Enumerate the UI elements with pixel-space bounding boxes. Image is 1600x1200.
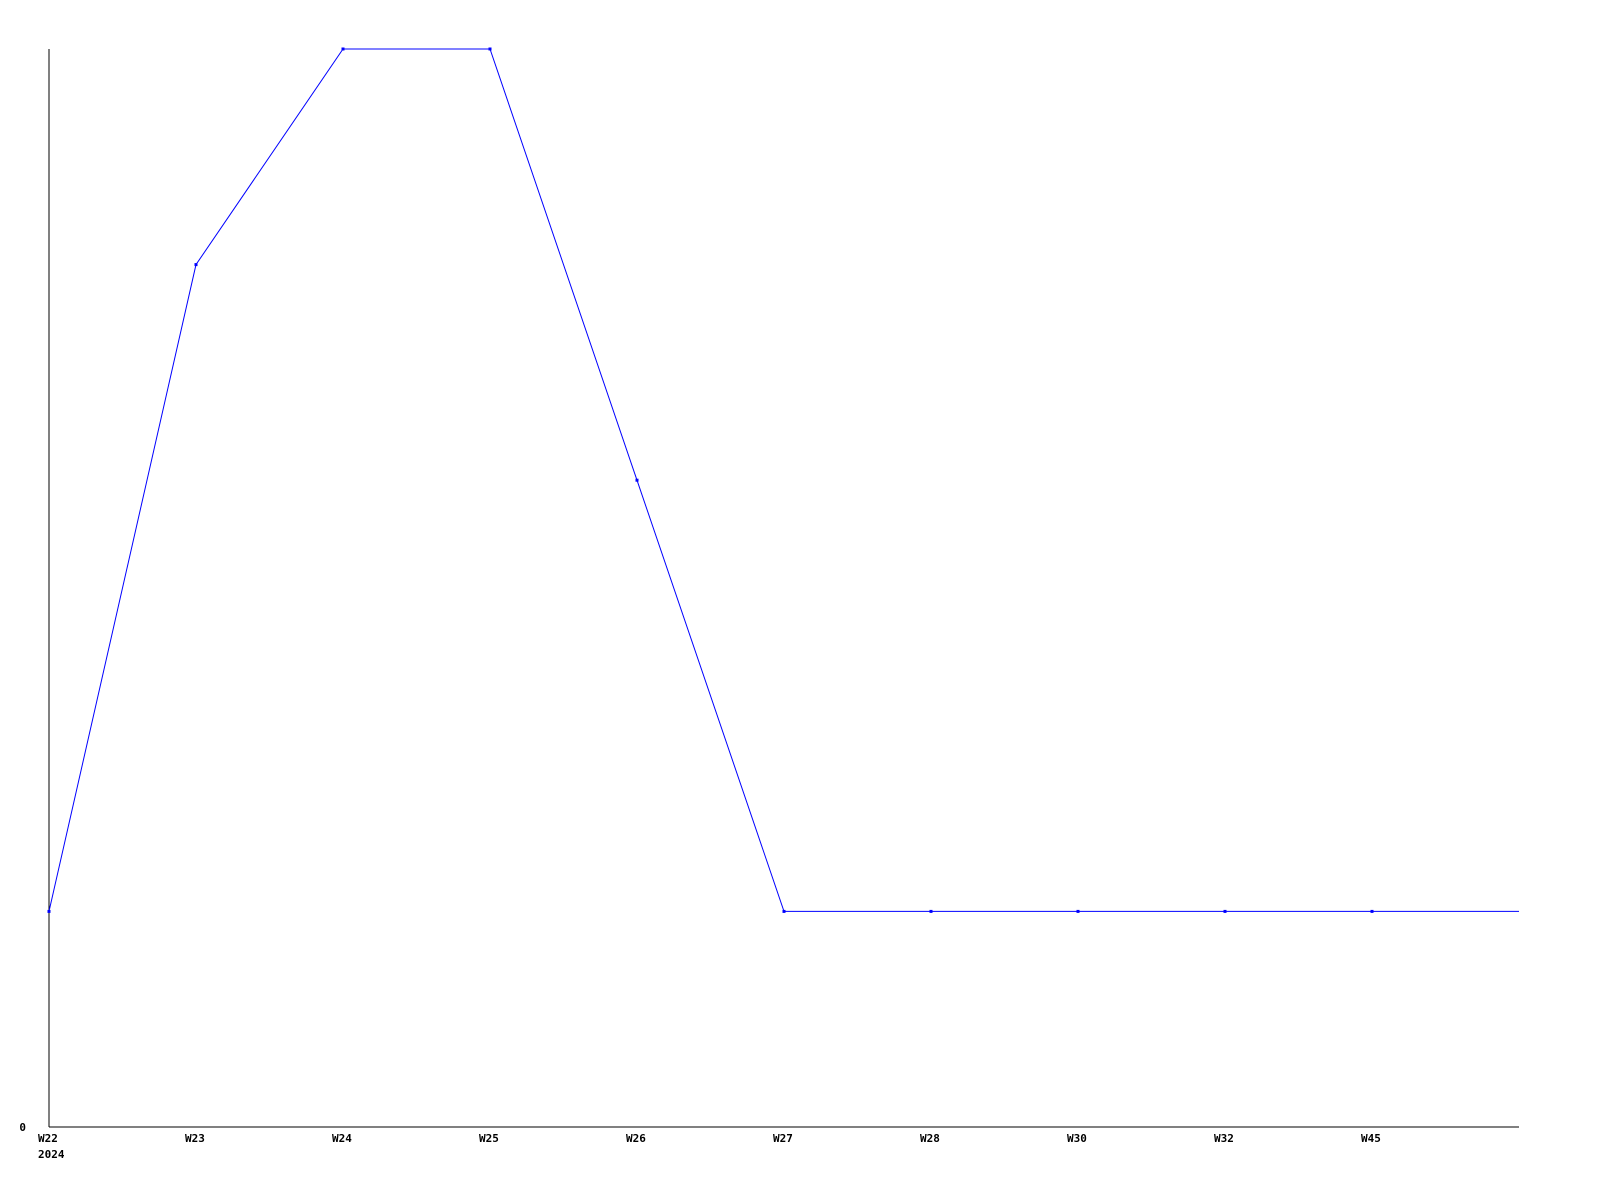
data-point [47,909,51,913]
series-line [48,48,1519,912]
data-point [782,909,786,913]
data-point [635,478,639,482]
x-tick-label: W22 [38,1132,58,1145]
x-tick-label: W24 [332,1132,352,1145]
x-tick-label: W32 [1214,1132,1234,1145]
x-year-label: 2024 [38,1148,65,1161]
x-tick-label: W26 [626,1132,646,1145]
x-tick-label: W23 [185,1132,205,1145]
data-point [1223,909,1227,913]
x-tick-label: W25 [479,1132,499,1145]
y-tick-label: 0 [19,1121,26,1134]
data-point [1076,909,1080,913]
data-point [929,909,933,913]
data-point [488,47,492,51]
x-tick-label: W45 [1361,1132,1381,1145]
data-point [1370,909,1374,913]
x-tick-label: W28 [920,1132,940,1145]
data-point [341,47,345,51]
x-tick-label: W30 [1067,1132,1087,1145]
data-point [194,263,198,267]
x-tick-label: W27 [773,1132,793,1145]
